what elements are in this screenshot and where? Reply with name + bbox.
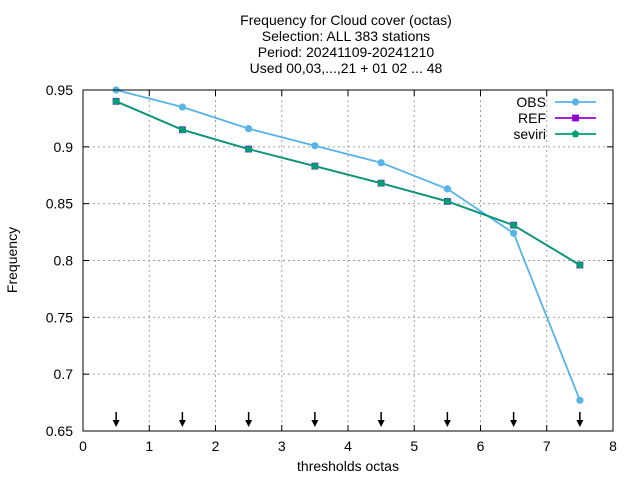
down-arrow-head xyxy=(576,420,584,427)
series-line-obs xyxy=(115,89,581,401)
down-arrow-icon xyxy=(245,412,253,427)
data-point-seviri xyxy=(443,197,452,205)
down-arrow-icon xyxy=(510,412,518,427)
x-tick-label: 5 xyxy=(410,438,418,454)
down-arrow-head xyxy=(112,420,120,427)
y-tick-label: 0.8 xyxy=(54,253,74,269)
x-tick-label: 4 xyxy=(344,438,352,454)
series-obs xyxy=(112,86,584,404)
plot-series xyxy=(112,86,584,404)
legend-label: REF xyxy=(518,110,546,126)
data-point-seviri xyxy=(178,125,187,134)
threshold-arrows xyxy=(112,412,584,427)
data-point-seviri xyxy=(509,221,518,229)
down-arrow-head xyxy=(443,420,451,427)
x-tick-label: 1 xyxy=(145,438,153,454)
y-tick-label: 0.95 xyxy=(46,82,73,98)
legend-swatch-marker xyxy=(572,114,579,122)
legend-entry-obs: OBS xyxy=(516,94,596,110)
down-arrow-head xyxy=(377,420,385,427)
chart-title-line-4: Used 00,03,...,21 + 01 02 ... 48 xyxy=(250,60,443,76)
legend-label: OBS xyxy=(516,94,546,110)
x-tick-label: 3 xyxy=(278,438,286,454)
chart-title: Frequency for Cloud cover (octas) Select… xyxy=(240,12,452,76)
down-arrow-head xyxy=(510,420,518,427)
data-point-obs xyxy=(443,185,451,193)
legend-label: seviri xyxy=(513,126,546,142)
x-tick-label: 6 xyxy=(477,438,485,454)
down-arrow-head xyxy=(178,420,186,427)
down-arrow-head xyxy=(311,420,319,427)
legend-swatch-marker xyxy=(571,98,580,106)
legend-entry-ref: REF xyxy=(518,110,596,126)
chart-title-line-1: Frequency for Cloud cover (octas) xyxy=(240,12,452,28)
y-tick-label: 0.85 xyxy=(46,196,73,212)
data-point-seviri xyxy=(112,97,120,105)
down-arrow-icon xyxy=(377,412,385,427)
down-arrow-icon xyxy=(112,412,120,427)
down-arrow-icon xyxy=(443,412,451,427)
down-arrow-icon xyxy=(311,412,319,427)
chart-title-line-3: Period: 20241109-20241210 xyxy=(258,44,435,60)
y-tick-label: 0.7 xyxy=(54,366,74,382)
y-axis-label: Frequency xyxy=(4,227,20,293)
y-tick-label: 0.65 xyxy=(46,423,73,439)
x-tick-label: 8 xyxy=(609,438,617,454)
data-point-obs xyxy=(377,159,385,167)
data-point-obs xyxy=(510,229,518,237)
data-point-seviri xyxy=(576,261,584,269)
data-point-seviri xyxy=(244,145,253,153)
x-axis-label: thresholds octas xyxy=(297,458,399,474)
legend-entry-seviri: seviri xyxy=(513,126,596,142)
down-arrow-icon xyxy=(178,412,186,427)
data-point-obs xyxy=(311,142,319,150)
down-arrow-head xyxy=(245,420,253,427)
y-tick-label: 0.9 xyxy=(54,139,74,155)
y-tick-label: 0.75 xyxy=(46,309,73,325)
x-tick-label: 2 xyxy=(212,438,220,454)
series-line-seviri xyxy=(115,100,581,266)
series-seviri xyxy=(112,97,584,269)
x-tick-label: 0 xyxy=(79,438,87,454)
chart-title-line-2: Selection: ALL 383 stations xyxy=(262,28,430,44)
data-point-seviri xyxy=(311,162,319,170)
data-point-obs xyxy=(576,396,584,404)
series-ref xyxy=(112,97,584,269)
down-arrow-icon xyxy=(576,412,584,427)
axis-ticks: 0 1 2 3 4 5 6 7 8 0.65 0.7 0.75 0.8 0.85 0.9 0.95 xyxy=(46,82,617,454)
data-point-obs xyxy=(245,125,253,133)
data-point-obs xyxy=(178,103,186,111)
data-point-seviri xyxy=(377,179,385,187)
legend-swatch-marker xyxy=(571,130,580,138)
x-tick-label: 7 xyxy=(543,438,551,454)
